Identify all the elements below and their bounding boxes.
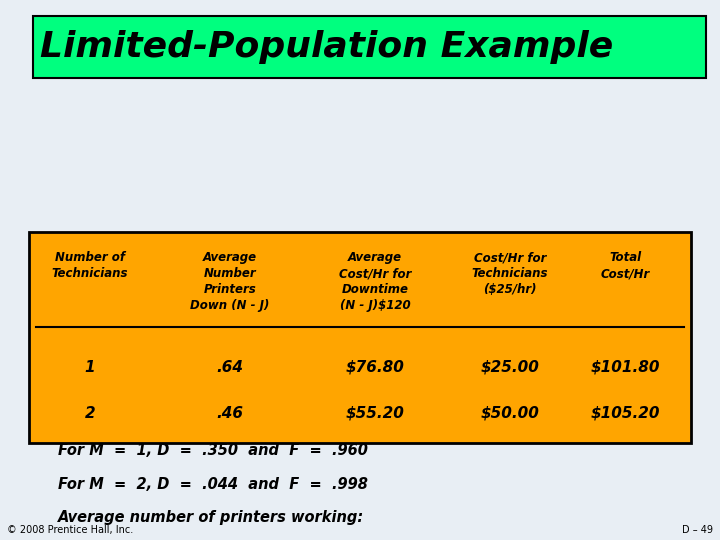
Text: $101.80: $101.80: [590, 360, 660, 375]
Text: D – 49: D – 49: [682, 524, 713, 535]
Text: .64: .64: [217, 360, 243, 375]
Text: For M  =  2, D  =  .044  and  F  =  .998: For M = 2, D = .044 and F = .998: [58, 477, 367, 492]
Text: .46: .46: [217, 406, 243, 421]
Text: © 2008 Prentice Hall, Inc.: © 2008 Prentice Hall, Inc.: [7, 524, 133, 535]
Text: Cost/Hr for
Technicians
($25/hr): Cost/Hr for Technicians ($25/hr): [472, 251, 548, 296]
Text: Number of
Technicians: Number of Technicians: [52, 251, 128, 280]
FancyBboxPatch shape: [29, 232, 691, 443]
Text: $55.20: $55.20: [346, 406, 405, 421]
Text: For M  =  1, D  =  .350  and  F  =  .960: For M = 1, D = .350 and F = .960: [58, 443, 367, 458]
Text: Total
Cost/Hr: Total Cost/Hr: [600, 251, 649, 280]
Text: Average
Number
Printers
Down (N - J): Average Number Printers Down (N - J): [190, 251, 270, 312]
Text: 1: 1: [85, 360, 95, 375]
FancyBboxPatch shape: [33, 16, 706, 78]
Text: Average
Cost/Hr for
Downtime
(N - J)$120: Average Cost/Hr for Downtime (N - J)$120: [339, 251, 411, 312]
Text: $105.20: $105.20: [590, 406, 660, 421]
Text: Limited-Population Example: Limited-Population Example: [40, 30, 613, 64]
Text: 2: 2: [85, 406, 95, 421]
Text: $76.80: $76.80: [346, 360, 405, 375]
Text: $25.00: $25.00: [480, 360, 539, 375]
Text: $50.00: $50.00: [480, 406, 539, 421]
Text: Average number of printers working:: Average number of printers working:: [58, 510, 364, 525]
